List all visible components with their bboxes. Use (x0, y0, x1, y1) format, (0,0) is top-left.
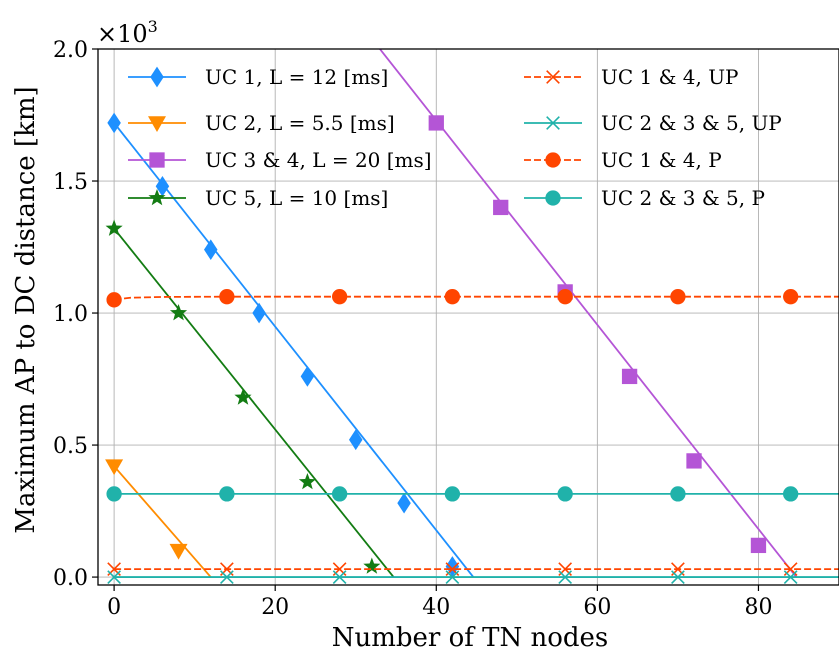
data-point-marker (219, 289, 235, 305)
legend-marker (148, 116, 166, 132)
legend-marker (150, 66, 164, 88)
series-line (113, 295, 839, 301)
data-point-marker (332, 570, 347, 584)
legend-marker (148, 189, 166, 206)
data-point-marker (234, 388, 252, 405)
data-point-marker (444, 486, 461, 502)
series-4 (107, 562, 839, 577)
data-point-marker (106, 292, 122, 308)
legend-label: UC 3 & 4, L = 20 [ms] (205, 148, 432, 172)
x-tick-label: 0 (107, 595, 121, 620)
legend-entry-5: UC 2 & 3 & 5, UP (524, 111, 782, 135)
data-point-marker (106, 486, 122, 502)
data-point-marker (558, 570, 573, 584)
data-point-marker (750, 537, 767, 554)
legend-marker (545, 190, 561, 206)
data-point-marker (107, 112, 121, 134)
data-point-marker (331, 486, 348, 502)
data-point-marker (363, 557, 381, 574)
legend-marker (546, 116, 560, 130)
data-point-marker (670, 486, 686, 502)
data-point-marker (670, 289, 686, 305)
legend-marker (545, 152, 561, 168)
series-line (113, 465, 212, 578)
y-axis-title: Maximum AP to DC distance [km] (11, 86, 41, 533)
series-7 (106, 486, 839, 502)
y-tick-label: 1.0 (53, 302, 88, 327)
legend-entry-6: UC 1 & 4, P (524, 148, 722, 172)
y-tick-label: 0.5 (53, 434, 88, 459)
legend-entry-7: UC 2 & 3 & 5, P (524, 186, 765, 210)
series-6 (106, 289, 839, 308)
data-point-marker (445, 556, 460, 577)
data-point-marker (331, 289, 348, 305)
data-point-marker (169, 543, 188, 560)
y-tick-label: 1.5 (53, 170, 88, 195)
legend-label: UC 1, L = 12 [ms] (205, 65, 388, 89)
ticks: 0 20 40 60 80 0.0 0.5 1.0 1.5 2.0 (53, 38, 772, 620)
data-point-marker (493, 199, 509, 216)
series-line (379, 49, 798, 578)
data-point-marker (298, 473, 316, 490)
data-point-marker (252, 302, 266, 324)
y-tick-label: 2.0 (53, 38, 88, 63)
legend-label: UC 1 & 4, P (601, 148, 722, 172)
legend-entry-2: UC 3 & 4, L = 20 [ms] (128, 148, 432, 172)
data-point-marker (204, 239, 218, 261)
legend-label: UC 5, L = 10 [ms] (205, 186, 388, 210)
legend-label: UC 2 & 3 & 5, UP (601, 111, 782, 135)
x-tick-label: 20 (261, 595, 289, 620)
x-axis-title: Number of TN nodes (332, 623, 609, 653)
data-point-marker (300, 366, 315, 387)
data-point-marker (686, 453, 702, 469)
data-point-marker (107, 570, 121, 584)
legend-entry-4: UC 1 & 4, UP (524, 65, 739, 89)
data-point-marker (621, 368, 638, 385)
data-point-marker (671, 570, 685, 584)
series-5 (107, 570, 839, 584)
series-line (113, 227, 395, 578)
legend-entry-0: UC 1, L = 12 [ms] (128, 65, 388, 89)
data-point-marker (557, 289, 573, 305)
data-point-marker (105, 459, 124, 476)
legend-label: UC 2 & 3 & 5, P (601, 186, 765, 210)
data-point-marker (220, 570, 234, 584)
legend: UC 1, L = 12 [ms] UC 2, L = 5.5 [ms] UC 3 … (128, 65, 782, 210)
data-point-marker (783, 570, 798, 584)
data-point-marker (155, 175, 170, 197)
data-point-marker (783, 289, 799, 305)
y-tick-label: 0.0 (53, 566, 88, 591)
legend-marker (546, 70, 560, 84)
legend-marker (149, 152, 165, 168)
data-point-marker (105, 219, 123, 236)
legend-label: UC 2, L = 5.5 [ms] (205, 111, 395, 135)
series-1 (105, 459, 212, 578)
data-point-marker (783, 486, 799, 502)
x-tick-label: 40 (422, 595, 450, 620)
y-scale-multiplier: ×103 (97, 17, 158, 48)
data-point-marker (428, 115, 444, 131)
data-point-marker (444, 289, 461, 305)
y-scale-exponent: 3 (148, 17, 158, 36)
data-point-marker (397, 492, 411, 514)
data-point-marker (557, 486, 573, 502)
legend-label: UC 1 & 4, UP (601, 65, 739, 89)
data-point-marker (219, 486, 235, 502)
x-tick-label: 60 (583, 595, 611, 620)
axes-frame (97, 48, 839, 586)
legend-entry-3: UC 5, L = 10 [ms] (128, 186, 388, 210)
series-3 (105, 219, 395, 578)
series-0 (107, 112, 475, 578)
data-point-marker (348, 429, 363, 451)
legend-entry-1: UC 2, L = 5.5 [ms] (128, 111, 395, 135)
data-point-marker (169, 304, 188, 321)
data-point-marker (445, 570, 460, 584)
x-tick-label: 80 (744, 595, 772, 620)
